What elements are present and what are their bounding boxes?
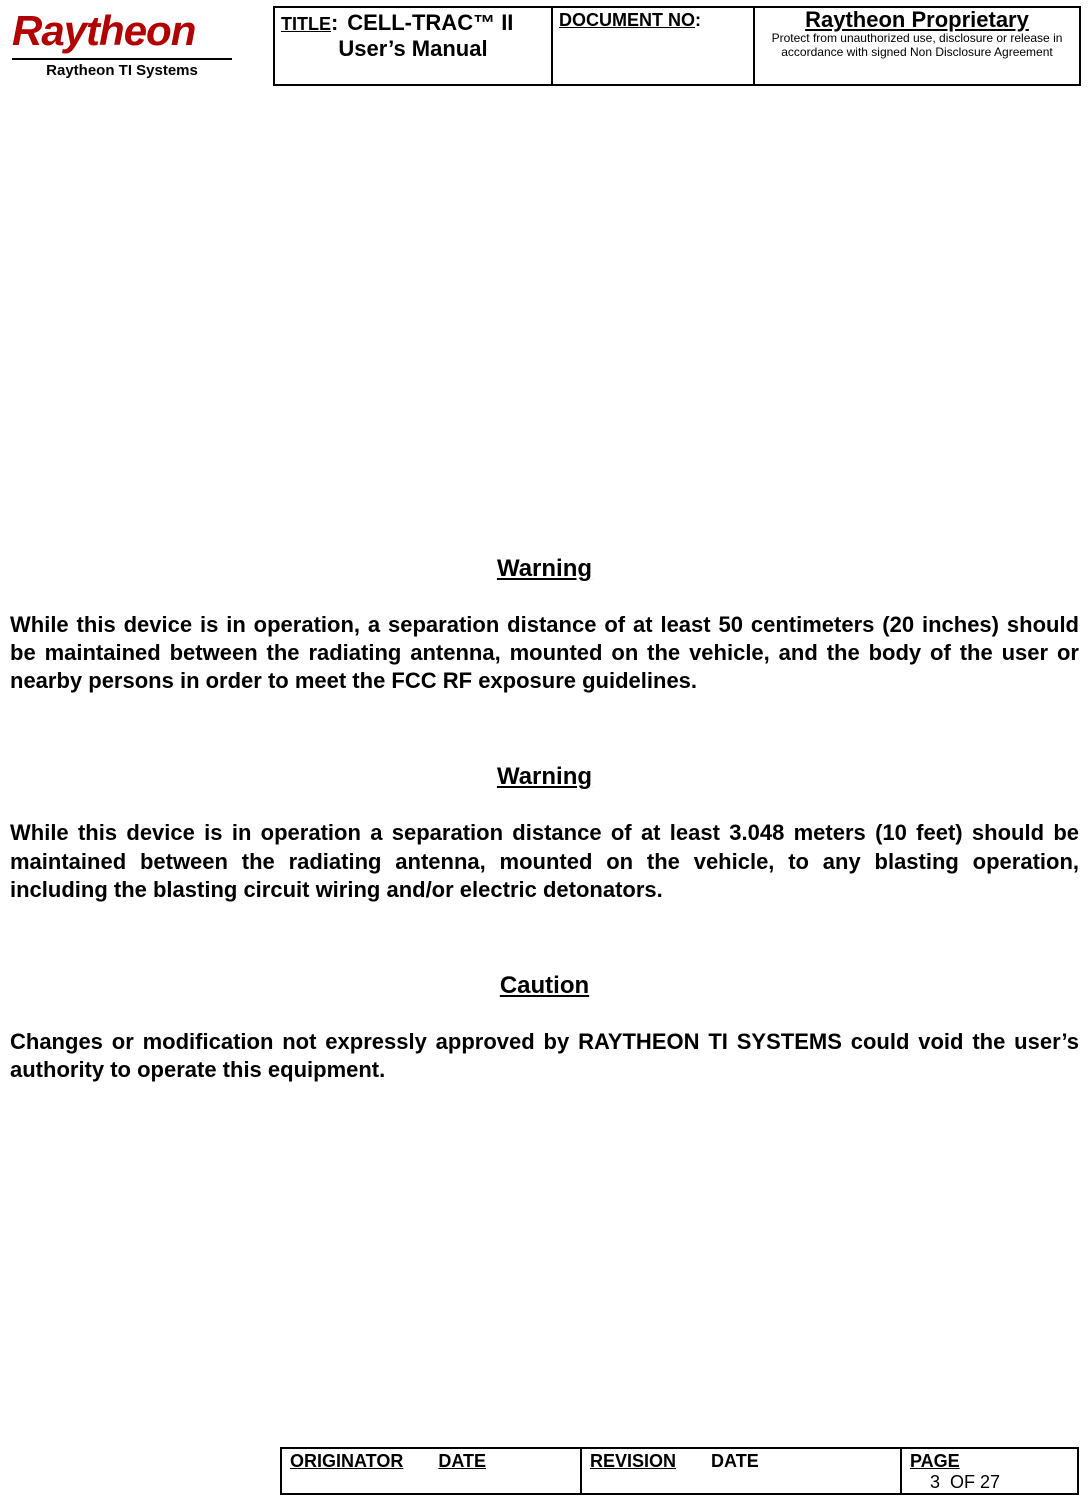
title-line1: TITLE: CELL-TRAC™ II <box>281 10 545 36</box>
warning-para-1: While this device is in operation, a sep… <box>10 611 1079 695</box>
footer-page-label: PAGE <box>910 1451 960 1472</box>
body-area: Warning While this device is in operatio… <box>8 95 1081 1441</box>
footer-revision-label: REVISION <box>590 1451 676 1472</box>
document-no-label: DOCUMENT NO <box>559 10 695 30</box>
title-label: TITLE <box>281 14 331 34</box>
raytheon-logo-word: Raytheon <box>12 10 269 52</box>
caution-para: Changes or modification not expressly ap… <box>10 1028 1079 1084</box>
proprietary-cell: Raytheon Proprietary Protect from unauth… <box>753 6 1081 86</box>
warning-heading-2: Warning <box>10 763 1079 791</box>
footer-date-label-2: DATE <box>711 1451 759 1472</box>
footer-page-current: 3 <box>910 1472 940 1492</box>
document-page: Raytheon Raytheon TI Systems TITLE: CELL… <box>0 0 1089 1501</box>
title-value-2: User’s Manual <box>281 36 545 62</box>
top-spacer <box>10 95 1079 555</box>
title-cell: TITLE: CELL-TRAC™ II User’s Manual <box>273 6 553 86</box>
proprietary-title: Raytheon Proprietary <box>761 7 1073 32</box>
title-colon: : <box>331 10 338 35</box>
footer-table: ORIGINATOR DATE REVISION DATE PAGE 3 OF … <box>280 1447 1079 1495</box>
footer-page-of: OF 27 <box>950 1472 1000 1492</box>
warning-para-2: While this device is in operation a sepa… <box>10 819 1079 903</box>
footer-page-cell: PAGE 3 OF 27 <box>902 1449 1077 1493</box>
caution-heading: Caution <box>10 972 1079 1000</box>
title-value-1: CELL-TRAC™ II <box>347 10 513 35</box>
raytheon-logo-subline: Raytheon TI Systems <box>12 58 232 79</box>
document-no-colon: : <box>695 10 701 30</box>
header-table: Raytheon Raytheon TI Systems TITLE: CELL… <box>8 6 1081 86</box>
logo-cell: Raytheon Raytheon TI Systems <box>8 6 273 86</box>
warning-heading-1: Warning <box>10 555 1079 583</box>
footer-date-label-1: DATE <box>438 1451 486 1472</box>
footer-originator-cell: ORIGINATOR DATE <box>282 1449 582 1493</box>
proprietary-sub: Protect from unauthorized use, disclosur… <box>761 32 1073 60</box>
footer-originator-label: ORIGINATOR <box>290 1451 403 1472</box>
document-no-cell: DOCUMENT NO: <box>553 6 753 86</box>
footer-revision-cell: REVISION DATE <box>582 1449 902 1493</box>
